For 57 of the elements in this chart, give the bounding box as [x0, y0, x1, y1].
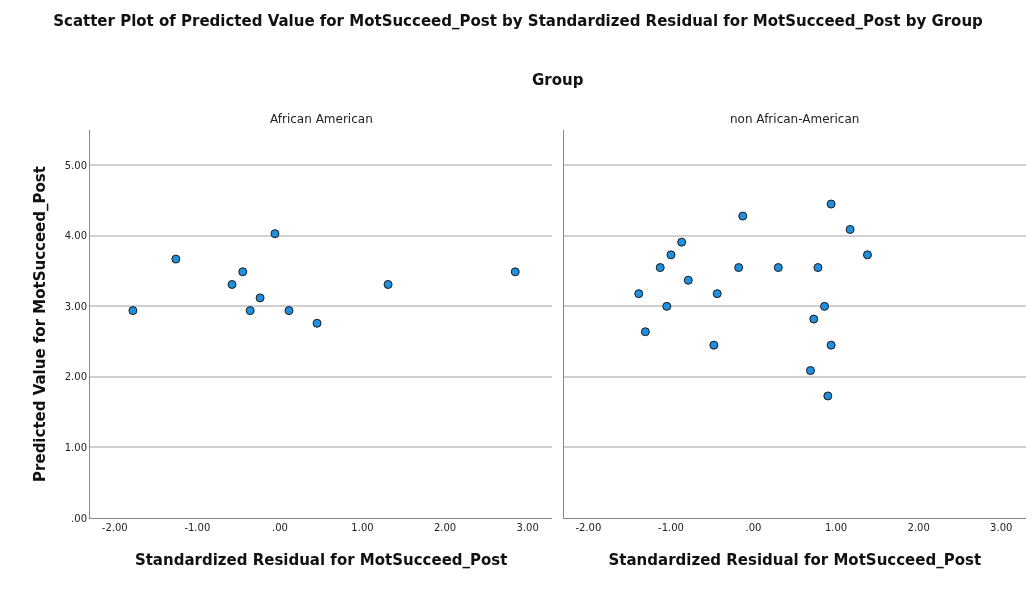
- point: [683, 275, 693, 285]
- point: [677, 237, 687, 247]
- point: [666, 250, 676, 260]
- x-tick-label: -1.00: [658, 522, 684, 533]
- point: [238, 267, 248, 277]
- point: [662, 301, 672, 311]
- x-tick-label: 2.00: [433, 522, 457, 533]
- point: [734, 263, 744, 273]
- point: [823, 391, 833, 401]
- x-tick-label: 3.00: [990, 522, 1013, 533]
- point: [862, 250, 872, 260]
- x-tick-label: -2.00: [101, 522, 128, 533]
- x-tick-label: 2.00: [907, 522, 930, 533]
- point: [813, 263, 823, 273]
- point: [845, 224, 855, 234]
- y-tick-label: .00: [71, 512, 87, 524]
- point: [634, 289, 644, 299]
- y-tick-label: 5.00: [64, 159, 87, 171]
- x-tick-label: 3.00: [516, 522, 539, 533]
- chart-subtitle: non African-American: [730, 112, 860, 126]
- point: [383, 279, 393, 289]
- point: [171, 254, 181, 264]
- point: [227, 279, 237, 289]
- point: [510, 267, 520, 277]
- point: [820, 301, 830, 311]
- x-axis-title: Standardized Residual for MotSucceed_Post: [608, 551, 982, 569]
- point: [806, 366, 815, 376]
- y-tick-label: 4.00: [64, 230, 87, 242]
- x-tick-label: .00: [745, 522, 762, 533]
- chart-title: Scatter Plot of Predicted Value for MotSucceed_Post by Standardized Residual for MotSucceed_Post by Group: [53, 11, 984, 30]
- point: [709, 340, 719, 350]
- point: [826, 199, 836, 209]
- point: [773, 263, 783, 273]
- x-tick-label: 1.00: [351, 522, 374, 533]
- y-tick-label: 3.00: [64, 300, 87, 312]
- text: Group: [532, 71, 584, 89]
- point: [270, 229, 280, 239]
- point: [640, 327, 650, 337]
- point: [284, 306, 294, 316]
- y-tick-label: 1.00: [64, 441, 87, 453]
- y-tick-label: 2.00: [64, 371, 87, 383]
- x-axis-title: Standardized Residual for MotSucceed_Post: [134, 551, 508, 569]
- y-axis-title: Predicted Value for MotSucceed_Post: [30, 166, 49, 482]
- x-tick-label: -1.00: [184, 522, 211, 533]
- point: [826, 340, 836, 350]
- point: [312, 318, 322, 328]
- point: [809, 314, 819, 324]
- point: [712, 289, 722, 299]
- point: [738, 211, 748, 221]
- point: [655, 263, 665, 273]
- point: [128, 306, 138, 316]
- point: [245, 306, 255, 316]
- x-tick-label: -2.00: [575, 522, 602, 533]
- x-tick-label: 1.00: [824, 522, 848, 533]
- point: [255, 293, 265, 303]
- chart-subtitle: African American: [270, 112, 373, 126]
- x-tick-label: .00: [271, 522, 288, 533]
